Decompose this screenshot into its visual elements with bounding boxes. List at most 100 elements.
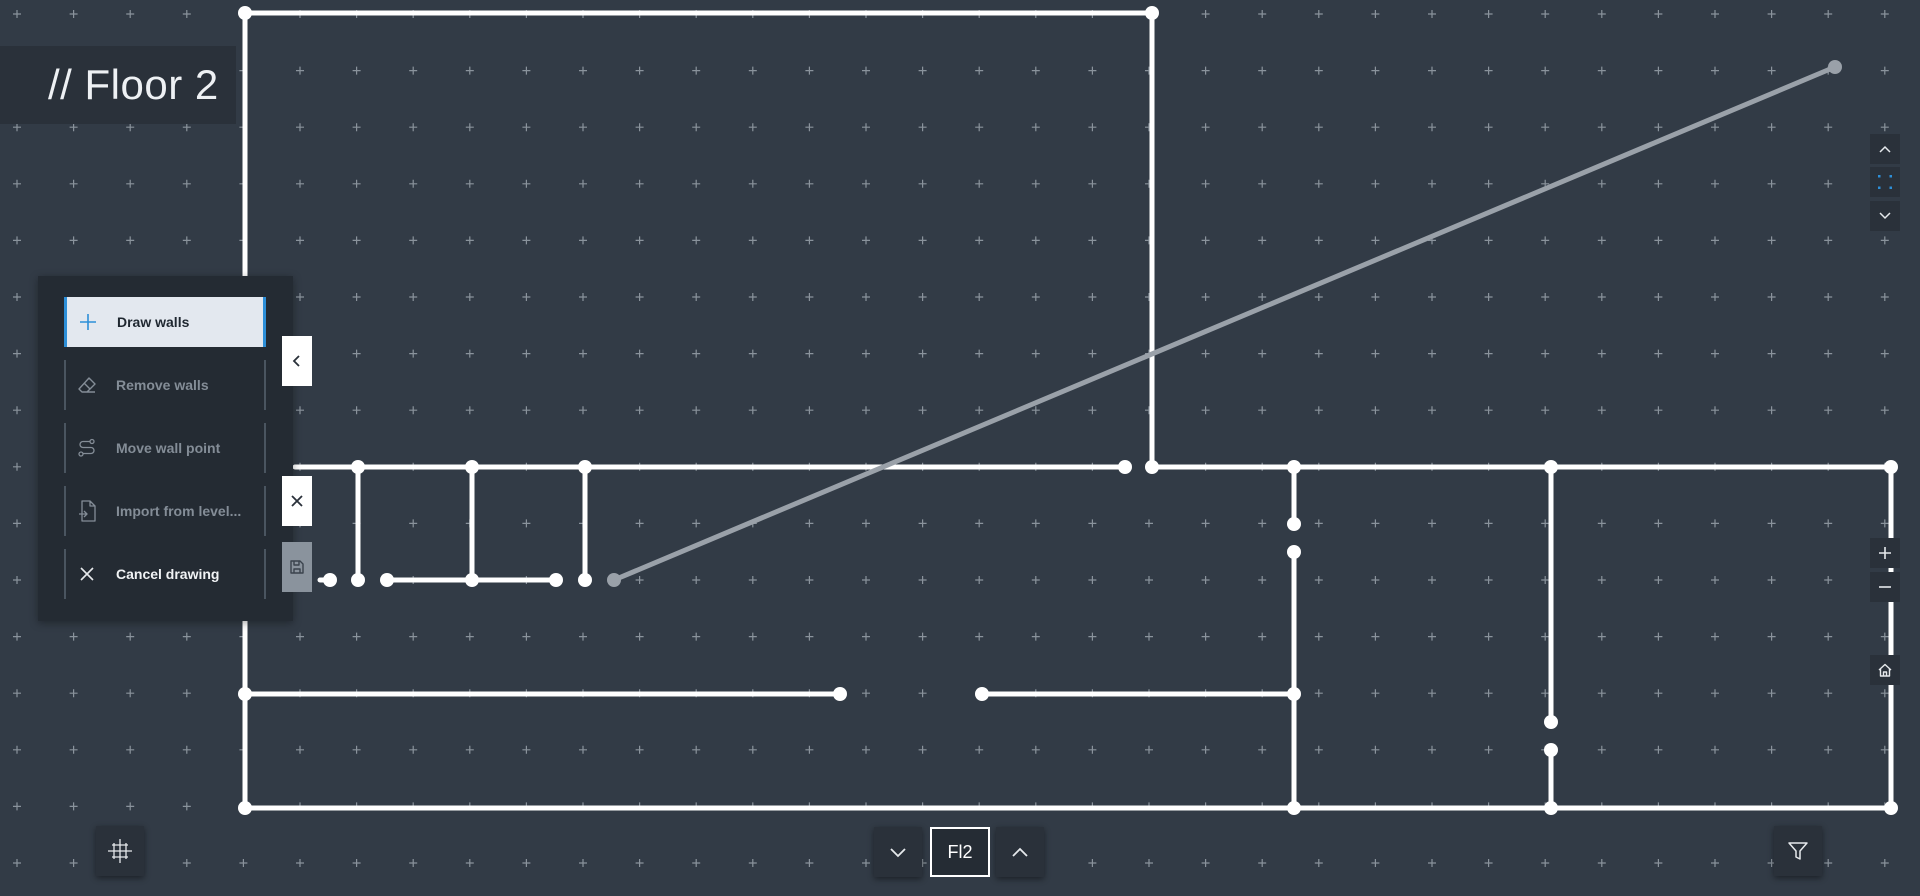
floor-title: // Floor 2 — [0, 46, 236, 124]
wall-point[interactable] — [1287, 545, 1301, 559]
draft-wall-point[interactable] — [1828, 60, 1842, 74]
wall-point[interactable] — [1544, 460, 1558, 474]
zoom-in-button[interactable] — [1870, 538, 1900, 568]
grid-mark — [1201, 745, 1210, 754]
wall-point[interactable] — [323, 573, 337, 587]
grid-mark — [69, 236, 78, 245]
wall-point[interactable] — [833, 687, 847, 701]
wall-point[interactable] — [1287, 517, 1301, 531]
grid-mark — [748, 632, 757, 641]
grid-mark — [862, 179, 870, 188]
wall-point[interactable] — [578, 573, 592, 587]
wall-point[interactable] — [238, 6, 252, 20]
grid-mark — [465, 293, 474, 301]
wall-point[interactable] — [1287, 687, 1301, 701]
grid-mark — [1767, 745, 1776, 754]
grid-mark — [182, 10, 191, 18]
draw-walls-button[interactable]: Draw walls — [64, 297, 266, 347]
wall-point[interactable] — [1884, 801, 1898, 815]
grid-mark — [975, 179, 984, 188]
grid-mark — [1371, 179, 1380, 188]
wall-point[interactable] — [1884, 460, 1898, 474]
wall-point[interactable] — [975, 687, 989, 701]
wall-point[interactable] — [1287, 801, 1301, 815]
wall-point[interactable] — [351, 573, 365, 587]
grid-mark — [1031, 519, 1040, 528]
grid-mark — [1654, 859, 1663, 867]
grid-mark — [975, 632, 984, 641]
grid-mark — [1088, 236, 1097, 245]
grid-mark — [1824, 576, 1833, 584]
grid-mark — [1314, 236, 1323, 245]
grid-mark — [13, 576, 21, 584]
wall-point[interactable] — [1145, 460, 1159, 474]
wall-point[interactable] — [1544, 801, 1558, 815]
pan-down-button[interactable] — [1870, 201, 1900, 231]
grid-mark — [975, 406, 984, 415]
wall-point[interactable] — [1544, 715, 1558, 729]
grid-mark — [1541, 576, 1550, 584]
grid-mark — [579, 179, 587, 188]
grid-mark — [13, 236, 21, 245]
level-down-button[interactable] — [874, 827, 922, 877]
wall-point[interactable] — [380, 573, 394, 587]
zoom-out-button[interactable] — [1870, 572, 1900, 602]
wall-point[interactable] — [1118, 460, 1132, 474]
move-wall-point-button[interactable]: Move wall point — [64, 423, 266, 473]
grid-toggle-button[interactable] — [96, 826, 144, 876]
wall-point[interactable] — [238, 687, 252, 701]
grid-mark — [1767, 179, 1776, 188]
grid-mark — [13, 406, 21, 415]
wall-point[interactable] — [465, 460, 479, 474]
save-drawing-button[interactable] — [282, 542, 312, 592]
wall-point[interactable] — [351, 460, 365, 474]
wall-point[interactable] — [578, 460, 592, 474]
grid-mark — [1654, 123, 1663, 132]
wall-point[interactable] — [465, 573, 479, 587]
grid-mark — [1597, 519, 1606, 528]
level-up-button[interactable] — [996, 827, 1044, 877]
wall-point[interactable] — [549, 573, 563, 587]
grid-mark — [1880, 10, 1889, 18]
import-from-level-button[interactable]: Import from level... — [64, 486, 266, 536]
grid-mark — [1145, 859, 1153, 867]
draft-wall-point[interactable] — [607, 573, 621, 587]
wall-point[interactable] — [1544, 743, 1558, 757]
home-view-button[interactable] — [1870, 655, 1900, 685]
grid-mark — [1597, 406, 1606, 415]
grid-mark — [1371, 689, 1380, 698]
pan-up-button[interactable] — [1870, 134, 1900, 164]
wall-point[interactable] — [238, 801, 252, 815]
remove-walls-button[interactable]: Remove walls — [64, 360, 266, 410]
grid-mark — [1088, 859, 1097, 867]
grid-mark — [1484, 123, 1493, 132]
grid-mark — [1541, 66, 1550, 75]
grid-mark — [1314, 519, 1323, 528]
grid-mark — [975, 236, 984, 245]
grid-mark — [1314, 576, 1323, 584]
cancel-drawing-button[interactable]: Cancel drawing — [64, 549, 266, 599]
grid-mark — [522, 236, 531, 245]
snap-toggle-button[interactable] — [1870, 167, 1900, 197]
wall-point[interactable] — [1287, 460, 1301, 474]
grid-mark — [13, 293, 21, 301]
grid-mark — [1541, 293, 1550, 301]
grid-mark — [1371, 293, 1380, 301]
collapse-panel-button[interactable] — [282, 336, 312, 386]
grid-mark — [1767, 519, 1776, 528]
grid-mark — [918, 349, 927, 358]
grid-mark — [1314, 10, 1323, 18]
grid-mark — [1711, 632, 1719, 641]
grid-mark — [1711, 349, 1719, 358]
grid-mark — [1654, 632, 1663, 641]
grid-mark — [1711, 66, 1719, 75]
filter-button[interactable] — [1774, 826, 1822, 876]
wall-point[interactable] — [1145, 6, 1159, 20]
grid-mark — [409, 406, 418, 415]
close-drawing-button[interactable] — [282, 476, 312, 526]
grid-mark — [1880, 745, 1889, 754]
grid-mark — [1258, 123, 1267, 132]
grid-mark — [918, 689, 927, 698]
grid-mark — [1597, 10, 1606, 18]
